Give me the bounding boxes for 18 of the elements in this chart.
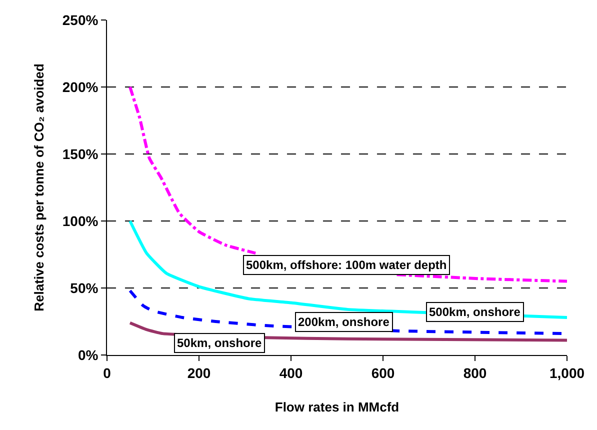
series-label: 500km, offshore: 100m water depth <box>246 258 447 272</box>
y-tick-label: 150% <box>62 146 99 162</box>
x-tick-label: 800 <box>463 364 487 381</box>
x-tick-label: 200 <box>187 364 211 381</box>
series-label: 200km, onshore <box>298 315 390 329</box>
series-label: 50km, onshore <box>177 336 262 350</box>
x-tick-label: 400 <box>279 364 303 381</box>
x-axis-title: Flow rates in MMcfd <box>274 399 400 414</box>
series-label: 500km, onshore <box>429 305 521 319</box>
x-tick-label: 1,000 <box>549 364 585 381</box>
y-tick-label: 0% <box>78 346 99 363</box>
x-tick-label: 600 <box>371 364 395 381</box>
y-axis-title: Relative costs per tonne of CO₂ avoided <box>31 64 46 312</box>
y-tick-label: 200% <box>62 78 99 95</box>
y-tick-label: 250% <box>62 12 99 28</box>
y-tick-label: 100% <box>62 212 99 229</box>
x-tick-label: 0 <box>103 364 112 381</box>
y-tick-label: 50% <box>70 280 99 296</box>
